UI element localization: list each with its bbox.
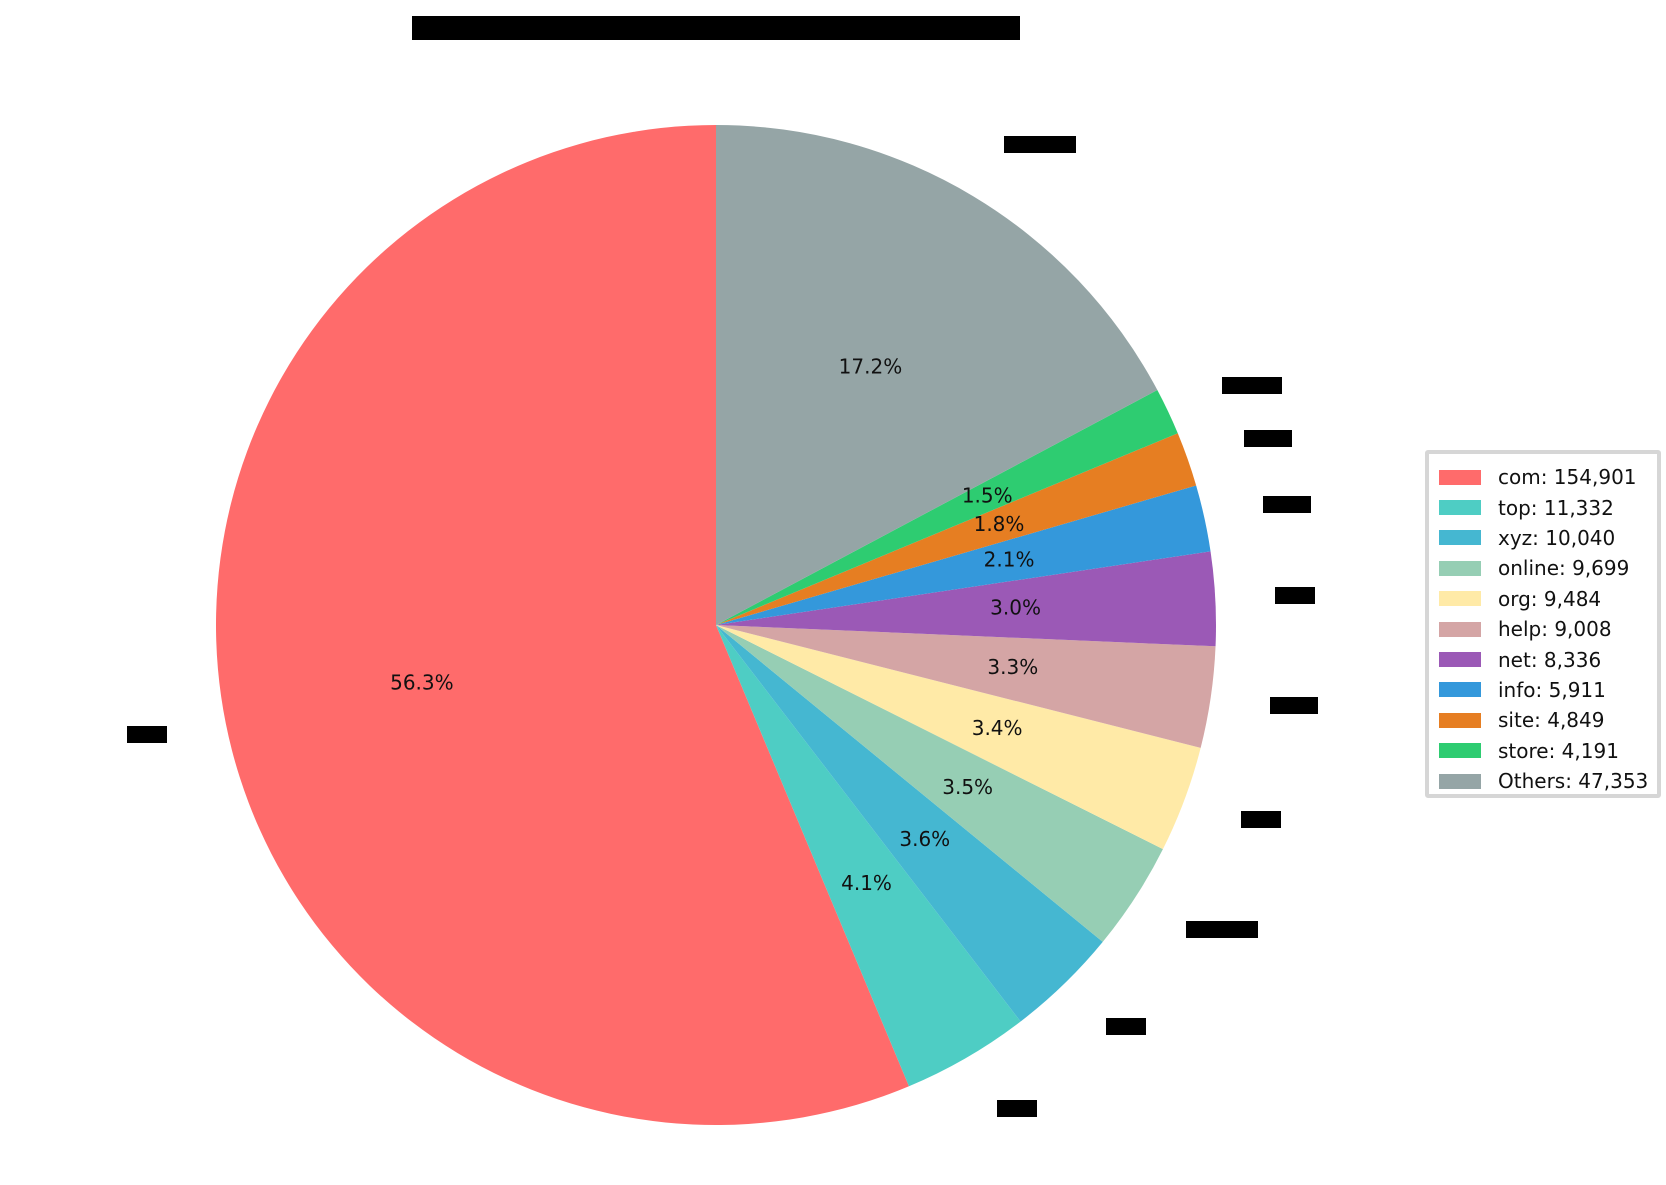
pie-slice-xyz <box>716 625 1103 1022</box>
legend-label: info: 5,911 <box>1498 677 1606 702</box>
legend-swatch <box>1439 530 1481 546</box>
legend-label: net: 8,336 <box>1498 647 1602 672</box>
percent-label-others: 17.2% <box>839 354 903 378</box>
legend-item-store: store: 4,191 <box>1439 736 1657 766</box>
outer-label-redacted-com <box>126 726 167 744</box>
percent-label-net: 3.0% <box>990 596 1041 620</box>
legend-swatch <box>1439 560 1481 576</box>
legend-swatch <box>1439 500 1481 516</box>
pie-slice-store <box>716 390 1178 625</box>
pie-slice-online <box>716 625 1163 942</box>
percent-label-site: 1.8% <box>974 512 1025 536</box>
pie-slice-info <box>716 485 1211 625</box>
percent-label-info: 2.1% <box>984 547 1035 571</box>
pie-slice-site <box>716 433 1197 625</box>
outer-label-redacted-org <box>1240 811 1281 829</box>
legend-item-net: net: 8,336 <box>1439 644 1657 674</box>
outer-label-redacted-info <box>1263 496 1312 514</box>
pie-slice-help <box>716 625 1216 748</box>
legend-label: online: 9,699 <box>1498 556 1630 581</box>
percent-label-com: 56.3% <box>390 671 454 695</box>
percent-labels: 56.3% 4.1% 3.6% 3.5% 3.4% 3.3% 3.0% 2.1% 1.8% 1.5… <box>390 354 1041 895</box>
legend-swatch <box>1439 773 1481 789</box>
chart-title-redacted <box>412 16 1020 40</box>
outer-label-redacted-others <box>1004 135 1077 153</box>
legend-item-site: site: 4,849 <box>1439 705 1657 735</box>
legend-label: com: 154,901 <box>1498 465 1637 490</box>
pie-slice-org <box>716 625 1201 850</box>
legend-item-online: online: 9,699 <box>1439 553 1657 583</box>
legend-item-com: com: 154,901 <box>1439 462 1657 492</box>
outer-label-redacted-xyz <box>1105 1018 1146 1036</box>
pie-slices <box>216 125 1216 1125</box>
legend-label: help: 9,008 <box>1498 617 1612 642</box>
legend-swatch <box>1439 591 1481 607</box>
legend-label: site: 4,849 <box>1498 708 1605 733</box>
legend-label: Others: 47,353 <box>1498 769 1649 794</box>
legend-swatch <box>1439 682 1481 698</box>
percent-label-help: 3.3% <box>987 655 1038 679</box>
percent-label-org: 3.4% <box>972 716 1023 740</box>
legend-item-help: help: 9,008 <box>1439 614 1657 644</box>
legend-swatch <box>1439 469 1481 485</box>
legend: com: 154,901 top: 11,332 xyz: 10,040 online… <box>1425 450 1661 798</box>
percent-label-xyz: 3.6% <box>899 827 950 851</box>
outer-label-redacted-store <box>1222 376 1283 394</box>
legend-label: xyz: 10,040 <box>1498 525 1616 550</box>
legend-label: top: 11,332 <box>1498 495 1614 520</box>
legend-item-top: top: 11,332 <box>1439 492 1657 522</box>
legend-label: store: 4,191 <box>1498 738 1619 763</box>
pie-slice-com <box>216 125 909 1125</box>
legend-swatch <box>1439 652 1481 668</box>
outer-label-redacted-top <box>996 1100 1037 1118</box>
legend-item-xyz: xyz: 10,040 <box>1439 523 1657 553</box>
outer-label-redacted-net <box>1275 586 1316 604</box>
pie-slice-net <box>716 551 1216 647</box>
legend-swatch <box>1439 743 1481 759</box>
legend-item-info: info: 5,911 <box>1439 675 1657 705</box>
legend-label: org: 9,484 <box>1498 586 1602 611</box>
outer-label-redacted-help <box>1270 697 1319 715</box>
legend-swatch <box>1439 712 1481 728</box>
percent-label-top: 4.1% <box>841 871 892 895</box>
outer-label-redacted-online <box>1185 920 1258 938</box>
pie-slice-others <box>716 125 1158 625</box>
legend-item-org: org: 9,484 <box>1439 584 1657 614</box>
legend-swatch <box>1439 621 1481 637</box>
outer-label-redacted-site <box>1244 430 1293 448</box>
percent-label-online: 3.5% <box>942 775 993 799</box>
percent-label-store: 1.5% <box>962 483 1013 507</box>
pie-slice-top <box>716 625 1021 1087</box>
legend-item-others: Others: 47,353 <box>1439 766 1657 796</box>
